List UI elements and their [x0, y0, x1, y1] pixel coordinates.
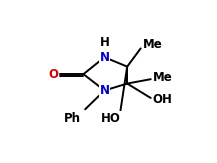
- Text: Me: Me: [152, 71, 172, 84]
- Text: Me: Me: [143, 38, 163, 51]
- Text: N: N: [99, 84, 110, 97]
- Text: Ph: Ph: [64, 112, 81, 125]
- Text: N: N: [99, 51, 110, 64]
- Text: OH: OH: [152, 93, 172, 106]
- Text: HO: HO: [101, 112, 121, 125]
- Text: H: H: [100, 36, 109, 49]
- Text: O: O: [48, 68, 58, 81]
